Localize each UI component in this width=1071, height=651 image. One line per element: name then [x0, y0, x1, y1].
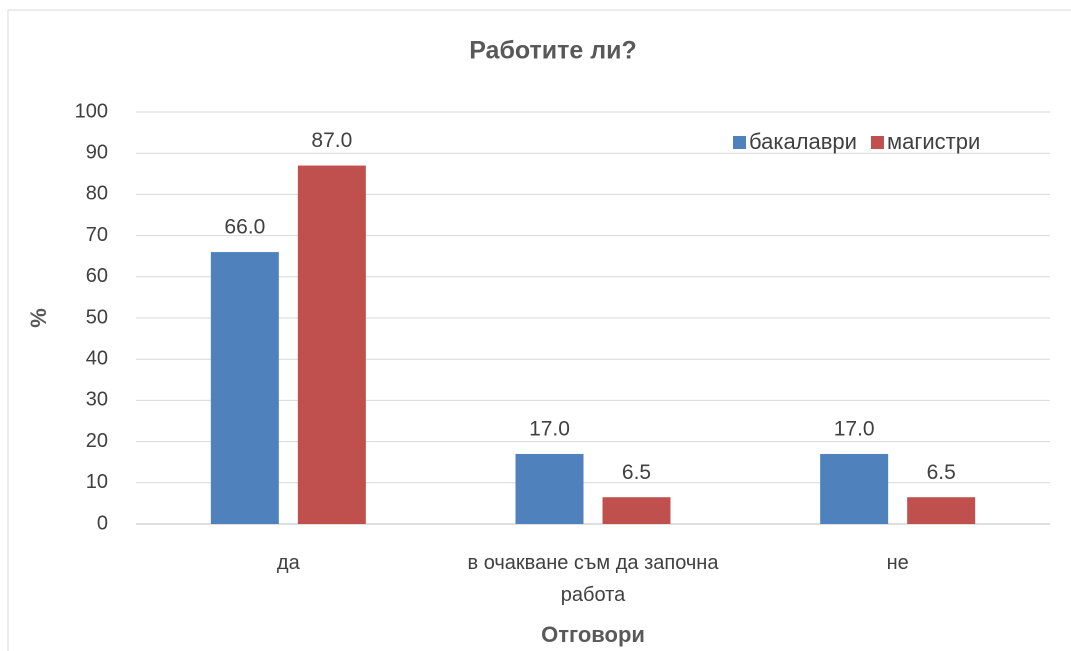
y-tick-label: 80 — [86, 183, 108, 205]
y-tick-label: 40 — [86, 347, 108, 369]
bar — [907, 497, 976, 524]
data-label: 6.5 — [622, 461, 651, 484]
data-label: 87.0 — [311, 129, 352, 152]
bar — [297, 165, 366, 524]
data-label: 6.5 — [927, 461, 956, 484]
y-axis-title: % — [26, 308, 51, 328]
y-tick-label: 70 — [86, 224, 108, 246]
y-tick-label: 90 — [86, 141, 108, 163]
legend-label: бакалаври — [749, 129, 857, 154]
y-tick-label: 100 — [75, 100, 108, 122]
bar — [602, 497, 671, 524]
y-tick-label: 10 — [86, 471, 108, 493]
data-label: 66.0 — [224, 216, 265, 239]
bar — [820, 453, 889, 524]
chart-frame — [7, 9, 1071, 651]
y-tick-label: 0 — [97, 512, 108, 534]
bar — [515, 453, 584, 524]
data-label: 17.0 — [834, 418, 875, 441]
x-tick-label: в очакване съм да започна работа — [467, 552, 719, 606]
y-tick-label: 20 — [86, 430, 108, 452]
chart-title: Работите ли? — [469, 37, 637, 65]
x-tick-label: да — [276, 552, 300, 574]
legend-swatch — [870, 136, 884, 149]
legend-swatch — [733, 136, 746, 149]
legend-label: магистри — [887, 129, 980, 154]
x-axis-title: Отговори — [541, 622, 645, 647]
y-tick-label: 50 — [86, 306, 108, 328]
y-tick-label: 30 — [86, 389, 108, 411]
y-tick-label: 60 — [86, 265, 108, 287]
bar — [210, 252, 279, 524]
data-label: 17.0 — [529, 418, 570, 441]
x-tick-label: не — [886, 552, 909, 574]
